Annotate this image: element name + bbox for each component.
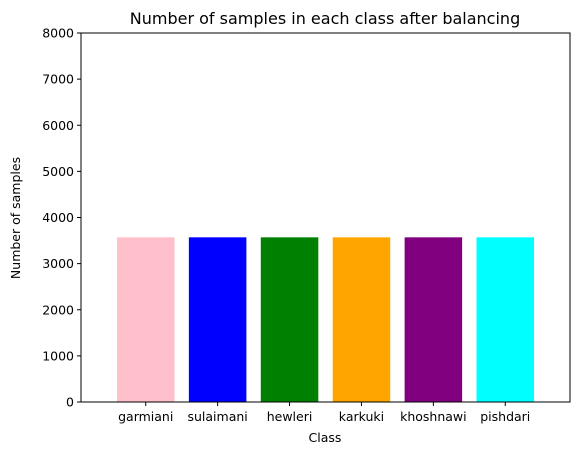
x-tick-label-sulaimani: sulaimani xyxy=(187,409,247,424)
x-tick-label-hewleri: hewleri xyxy=(267,409,313,424)
y-tick-label: 0 xyxy=(66,395,74,410)
bar-khoshnawi xyxy=(404,237,463,402)
bars-group xyxy=(116,237,535,402)
x-tick-label-karkuki: karkuki xyxy=(339,409,384,424)
y-axis-label: Number of samples xyxy=(8,157,23,279)
bar-karkuki xyxy=(332,237,391,402)
x-tick-label-pishdari: pishdari xyxy=(480,409,530,424)
y-tick-label: 4000 xyxy=(42,210,74,225)
chart-title: Number of samples in each class after ba… xyxy=(130,9,520,28)
x-tick-label-khoshnawi: khoshnawi xyxy=(400,409,467,424)
bar-hewleri xyxy=(260,237,319,402)
y-tick-label: 7000 xyxy=(42,72,74,87)
x-tick-label-garmiani: garmiani xyxy=(118,409,173,424)
bar-sulaimani xyxy=(188,237,247,402)
x-axis: garmiani sulaimani hewleri karkuki khoshnawi… xyxy=(118,402,530,424)
y-tick-label: 3000 xyxy=(42,256,74,271)
plot-area: 0 1000 2000 3000 4000 5000 6000 7000 8000 garmia… xyxy=(42,26,571,424)
y-axis: 0 1000 2000 3000 4000 5000 6000 7000 8000 xyxy=(42,26,81,410)
bar-pishdari xyxy=(476,237,535,402)
y-tick-label: 5000 xyxy=(42,164,74,179)
y-tick-label: 2000 xyxy=(42,302,74,317)
x-axis-label: Class xyxy=(309,430,342,445)
bar-garmiani xyxy=(116,237,175,402)
y-tick-label: 6000 xyxy=(42,118,74,133)
y-tick-label: 8000 xyxy=(42,26,74,41)
y-tick-label: 1000 xyxy=(42,348,74,363)
